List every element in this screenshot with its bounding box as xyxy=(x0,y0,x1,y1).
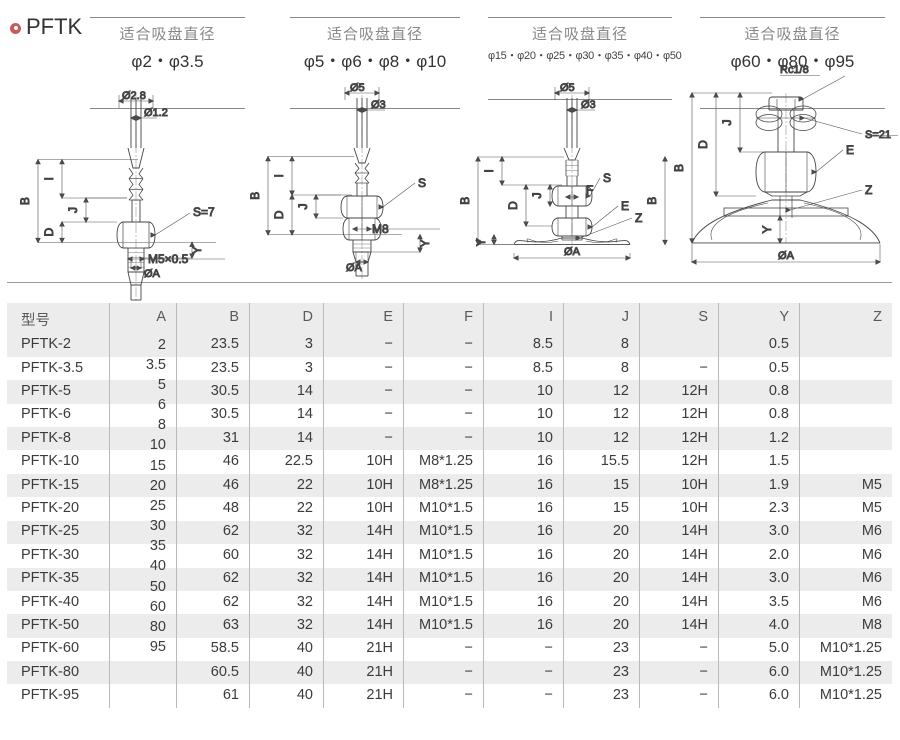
svg-text:Y: Y xyxy=(190,246,204,254)
svg-text:M5×0.5: M5×0.5 xyxy=(148,252,189,266)
svg-text:Ø1.2: Ø1.2 xyxy=(144,107,168,119)
svg-text:J: J xyxy=(66,207,80,213)
svg-text:D: D xyxy=(42,228,56,237)
svg-text:ØA: ØA xyxy=(144,268,161,280)
svg-text:I: I xyxy=(42,177,56,180)
svg-text:Ø2.8: Ø2.8 xyxy=(122,90,146,102)
svg-text:B: B xyxy=(18,197,32,205)
svg-text:S=7: S=7 xyxy=(193,205,215,219)
